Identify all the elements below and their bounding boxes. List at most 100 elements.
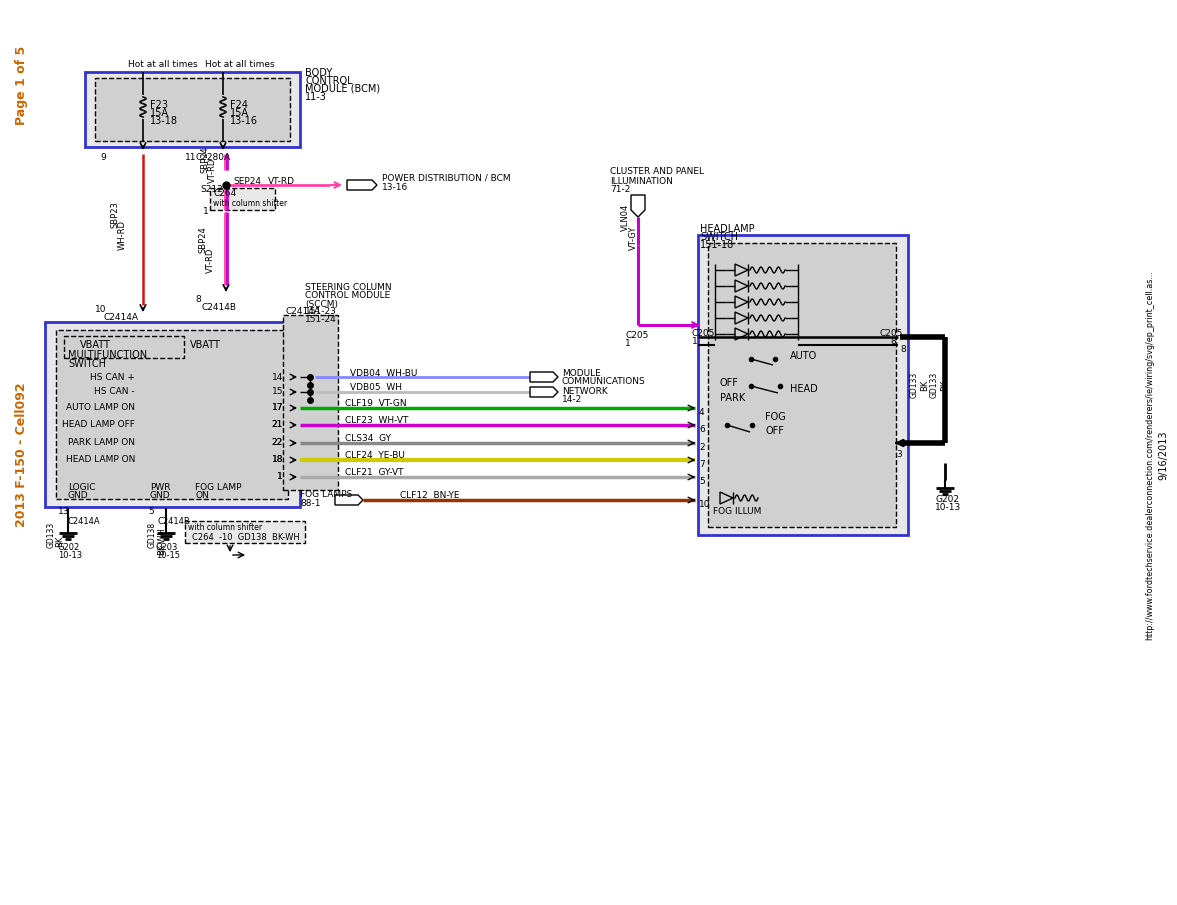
Bar [85, 72, 300, 147]
Text: VT-RD: VT-RD [208, 157, 217, 183]
Text: C264: C264 [213, 189, 237, 198]
Text: VBATT: VBATT [80, 340, 111, 350]
Text: NETWORK: NETWORK [561, 386, 607, 395]
Text: CLUSTER AND PANEL: CLUSTER AND PANEL [610, 167, 704, 176]
Text: VT-RD: VT-RD [206, 247, 215, 272]
Polygon shape [530, 387, 558, 397]
Text: 10-15: 10-15 [157, 550, 180, 559]
Text: SEP24: SEP24 [233, 176, 261, 186]
Text: S212: S212 [200, 186, 222, 195]
Text: 151-18: 151-18 [700, 240, 734, 250]
Text: 8: 8 [900, 345, 906, 354]
Text: HEAD: HEAD [790, 384, 818, 394]
Text: 9/16/2013: 9/16/2013 [1158, 430, 1168, 480]
Bar [64, 336, 184, 358]
Polygon shape [530, 372, 558, 382]
Text: COMMUNICATIONS: COMMUNICATIONS [561, 377, 646, 386]
Text: 22: 22 [272, 439, 282, 447]
Text: BK: BK [940, 379, 949, 391]
Text: CLF24  YE-BU: CLF24 YE-BU [345, 452, 405, 461]
Polygon shape [347, 180, 377, 190]
Polygon shape [631, 195, 645, 217]
Text: 15A: 15A [149, 108, 169, 118]
Text: 5: 5 [699, 478, 705, 487]
Text: http://www.fordtechservice.dealerconnection.com/renderers/ie/wiring/svg/ep_print: http://www.fordtechservice.dealerconnect… [1145, 270, 1155, 640]
Text: GD138: GD138 [148, 522, 157, 548]
Text: GD133: GD133 [930, 372, 939, 398]
Text: HS CAN -: HS CAN - [94, 387, 135, 396]
Text: CLF23  WH-VT: CLF23 WH-VT [345, 416, 408, 425]
Text: GND: GND [68, 491, 88, 500]
Text: CONTROL: CONTROL [305, 76, 353, 86]
Text: WH-RD: WH-RD [118, 220, 127, 250]
Text: PARK LAMP ON: PARK LAMP ON [68, 439, 135, 447]
Text: GD133: GD133 [910, 372, 919, 398]
Text: C2414B: C2414B [157, 518, 189, 527]
Text: SBP24: SBP24 [198, 226, 207, 253]
Text: 21: 21 [272, 421, 282, 430]
Text: 4: 4 [699, 408, 705, 417]
Text: Hot at all times: Hot at all times [205, 61, 274, 70]
Text: 151-23: 151-23 [305, 308, 337, 317]
Text: G202: G202 [58, 542, 80, 551]
Text: VLN04: VLN04 [621, 204, 630, 231]
Text: 6: 6 [699, 425, 705, 434]
Text: BK-WH: BK-WH [157, 527, 166, 555]
Text: with column shifter: with column shifter [188, 522, 262, 531]
Text: 7: 7 [699, 461, 705, 470]
Text: VT-GY: VT-GY [629, 226, 638, 250]
Text: 2: 2 [699, 443, 705, 452]
Text: SWITCH: SWITCH [700, 232, 738, 242]
Text: VT-RD: VT-RD [268, 176, 295, 186]
Text: 9: 9 [100, 153, 106, 161]
Text: 1: 1 [692, 337, 698, 346]
Text: 10-13: 10-13 [58, 550, 82, 559]
Text: 21: 21 [272, 421, 282, 430]
Text: OFF: OFF [720, 378, 739, 388]
Text: MODULE: MODULE [561, 368, 600, 377]
Bar [56, 330, 288, 499]
Text: C2414A: C2414A [286, 307, 321, 316]
Text: 88-1: 88-1 [300, 500, 320, 509]
Text: C2414A: C2414A [67, 518, 100, 527]
Text: CLF21  GY-VT: CLF21 GY-VT [345, 469, 404, 478]
Bar [709, 243, 896, 527]
Text: CLF19  VT-GN: CLF19 VT-GN [345, 399, 406, 408]
Text: 13-16: 13-16 [383, 183, 408, 192]
Text: with column shifter: with column shifter [213, 198, 287, 207]
Polygon shape [335, 495, 363, 505]
Text: 5: 5 [148, 508, 154, 517]
Text: 71-2: 71-2 [610, 186, 631, 195]
Text: 14-2: 14-2 [561, 395, 583, 405]
Text: FOG: FOG [765, 412, 786, 422]
Text: SWITCH: SWITCH [68, 359, 106, 369]
Text: 1: 1 [625, 338, 631, 348]
Text: LOGIC: LOGIC [68, 483, 95, 492]
Text: G203: G203 [157, 542, 179, 551]
Text: ON: ON [195, 491, 208, 500]
Text: (SCCM): (SCCM) [305, 300, 338, 309]
Text: 17: 17 [272, 404, 282, 413]
Text: 10: 10 [699, 500, 711, 510]
Text: 1: 1 [278, 472, 282, 481]
Text: 22: 22 [272, 439, 282, 447]
Text: 15A: 15A [230, 108, 250, 118]
Text: SBP23: SBP23 [109, 202, 119, 228]
Text: 18: 18 [272, 455, 282, 464]
Text: 15: 15 [272, 387, 282, 396]
Text: SBP24: SBP24 [200, 147, 210, 174]
Text: 1: 1 [278, 472, 282, 481]
Text: MODULE (BCM): MODULE (BCM) [305, 84, 380, 94]
Text: 2013 F-150 - Cell092: 2013 F-150 - Cell092 [15, 383, 28, 528]
Text: HEADLAMP: HEADLAMP [700, 224, 754, 234]
Text: FOG LAMPS: FOG LAMPS [300, 491, 352, 500]
Text: GND: GND [149, 491, 171, 500]
Text: CONTROL MODULE: CONTROL MODULE [305, 291, 391, 300]
Text: C2414B: C2414B [202, 302, 237, 311]
Text: 13-16: 13-16 [230, 116, 258, 126]
Bar [210, 188, 275, 210]
Text: 8: 8 [890, 337, 896, 346]
Text: HEAD LAMP ON: HEAD LAMP ON [66, 455, 135, 464]
Text: 13-18: 13-18 [149, 116, 178, 126]
Text: OFF: OFF [765, 426, 784, 436]
